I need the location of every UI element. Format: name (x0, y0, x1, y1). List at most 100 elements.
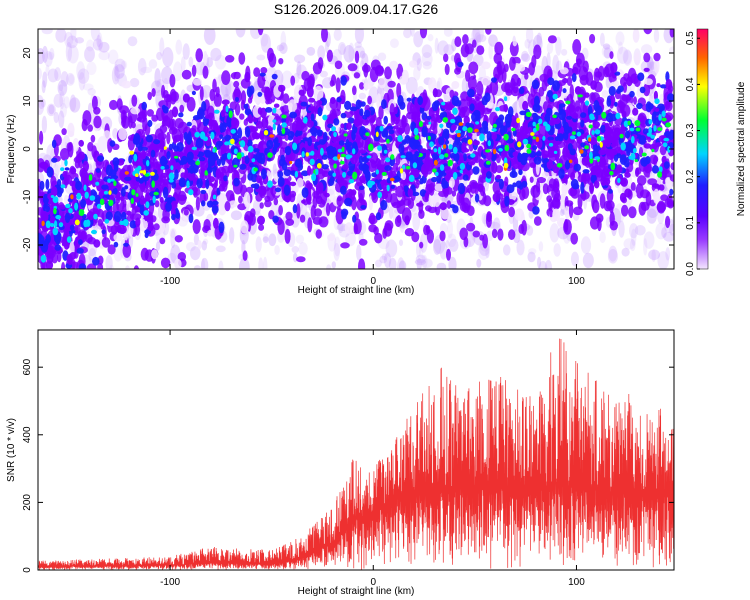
spectrogram-cell (151, 114, 159, 122)
spectrogram-cell (282, 93, 290, 104)
spectrogram-cell (519, 184, 523, 190)
snr-x-ticks: -100 0 100 (160, 330, 585, 588)
spectrogram-cell (98, 50, 110, 61)
spectrogram-cell (662, 142, 668, 148)
spectrogram-cell (503, 162, 509, 169)
spectrogram-cell (281, 122, 287, 128)
spectrogram-cell (295, 119, 302, 131)
spectrogram-cell (572, 39, 582, 55)
spectrogram-cell (537, 256, 542, 269)
spectrogram-cell (121, 80, 132, 89)
spectrogram-cell (643, 238, 648, 256)
spectrogram-cell (528, 248, 537, 255)
snr-y-axis-label: SNR (10 * v/v) (6, 418, 17, 482)
spectrogram-cell (272, 138, 277, 144)
spectrogram-cell (195, 196, 200, 211)
spectrogram-cell (283, 169, 292, 177)
spectrogram-cell (613, 127, 621, 133)
spectrogram-cell (262, 236, 269, 243)
spectrogram-cell (564, 160, 571, 170)
spectrogram-cell (538, 118, 543, 125)
spectrogram-cell (439, 230, 446, 242)
spectrogram-cell (566, 76, 573, 86)
spectrogram-cell (253, 67, 261, 77)
spectrogram-cell (268, 52, 277, 68)
spectrogram-cell (557, 133, 564, 142)
spectrogram-cell (301, 170, 309, 177)
spectrogram-cell (232, 118, 240, 129)
spectrogram-cell (605, 139, 611, 148)
spectrogram-cell (421, 126, 428, 138)
spectrogram-cell (383, 252, 392, 268)
spectrogram-cell (665, 247, 671, 261)
spectrogram-cell (468, 161, 476, 166)
spectrogram-cell (459, 202, 470, 212)
spectrogram-cell (317, 182, 324, 194)
spectrogram-cell (352, 85, 357, 96)
colorbar-tick-label: 0.3 (685, 123, 696, 137)
spectrogram-cell (356, 244, 362, 261)
spectrogram-cell (512, 151, 518, 157)
spectrogram-cell (340, 112, 347, 119)
spectrogram-cell (314, 208, 322, 217)
spectrogram-cell (187, 131, 192, 143)
spectrogram-cell (654, 58, 660, 74)
spectrogram-cell (491, 128, 497, 132)
spectrogram-cell (145, 134, 153, 143)
spectrogram-cell (145, 201, 150, 209)
spectrogram-cell (196, 178, 203, 189)
spectrogram-cell (562, 77, 568, 84)
spectrogram-cell (188, 56, 194, 68)
spectrogram-cell (125, 265, 130, 269)
spectrogram-cell (455, 141, 464, 153)
spectrogram-cell (634, 120, 641, 127)
spectrogram-cell (210, 47, 222, 62)
spectrogram-cell (479, 176, 487, 183)
spectrogram-cell (332, 172, 337, 177)
spectrogram-cell (565, 200, 574, 207)
spectrogram-cell (173, 135, 177, 145)
spectrogram-cell (162, 178, 170, 186)
spectrogram-cell (447, 219, 454, 239)
spectrogram-cell (49, 216, 56, 225)
spectrogram-cell (214, 125, 221, 133)
spectrogram-cell (559, 208, 565, 216)
spectrogram-cell (424, 192, 429, 201)
spectrogram-cell (484, 92, 491, 103)
spectrogram-cell (107, 244, 116, 255)
spectrogram-cell (248, 146, 253, 153)
spectrogram-cell (306, 119, 314, 128)
spectrogram-cell (661, 110, 666, 118)
spectrogram-cell (306, 46, 316, 56)
spectrogram-cell (66, 35, 78, 49)
spectrogram-cell (428, 182, 435, 196)
spectrogram-cell (38, 99, 45, 110)
spectrogram-cell (307, 75, 315, 90)
spectrogram-cell (227, 164, 234, 174)
spectrogram-cell (281, 117, 287, 123)
spectrogram-cell (524, 38, 531, 49)
spectrogram-cell (253, 118, 258, 123)
spectrogram-cell (526, 143, 531, 149)
spectrogram-cell (294, 54, 306, 64)
spectrogram-cell (667, 93, 674, 103)
spectrogram-cell (503, 133, 509, 141)
spectrogram-cell (296, 256, 306, 263)
spectrogram-cell (333, 131, 337, 138)
spectrogram-cell (448, 176, 455, 189)
spectrogram-cell (302, 122, 307, 128)
spectrogram-cell (630, 135, 635, 144)
spectrogram-cell (316, 130, 323, 137)
spectrogram-cell (279, 42, 288, 54)
spectrogram-cell (263, 233, 269, 242)
spectrogram-cell (546, 52, 551, 70)
spectrogram-cell (497, 228, 504, 241)
spectrogram-cell (249, 85, 255, 95)
spectrogram-cell (58, 84, 64, 92)
spectrogram-cell (404, 228, 415, 237)
spectrogram-cell (611, 142, 616, 148)
spectrogram-cell (166, 131, 171, 145)
spectrogram-cell (577, 174, 585, 183)
spectrogram-cell (393, 125, 399, 130)
spectrogram-cell (630, 228, 637, 246)
